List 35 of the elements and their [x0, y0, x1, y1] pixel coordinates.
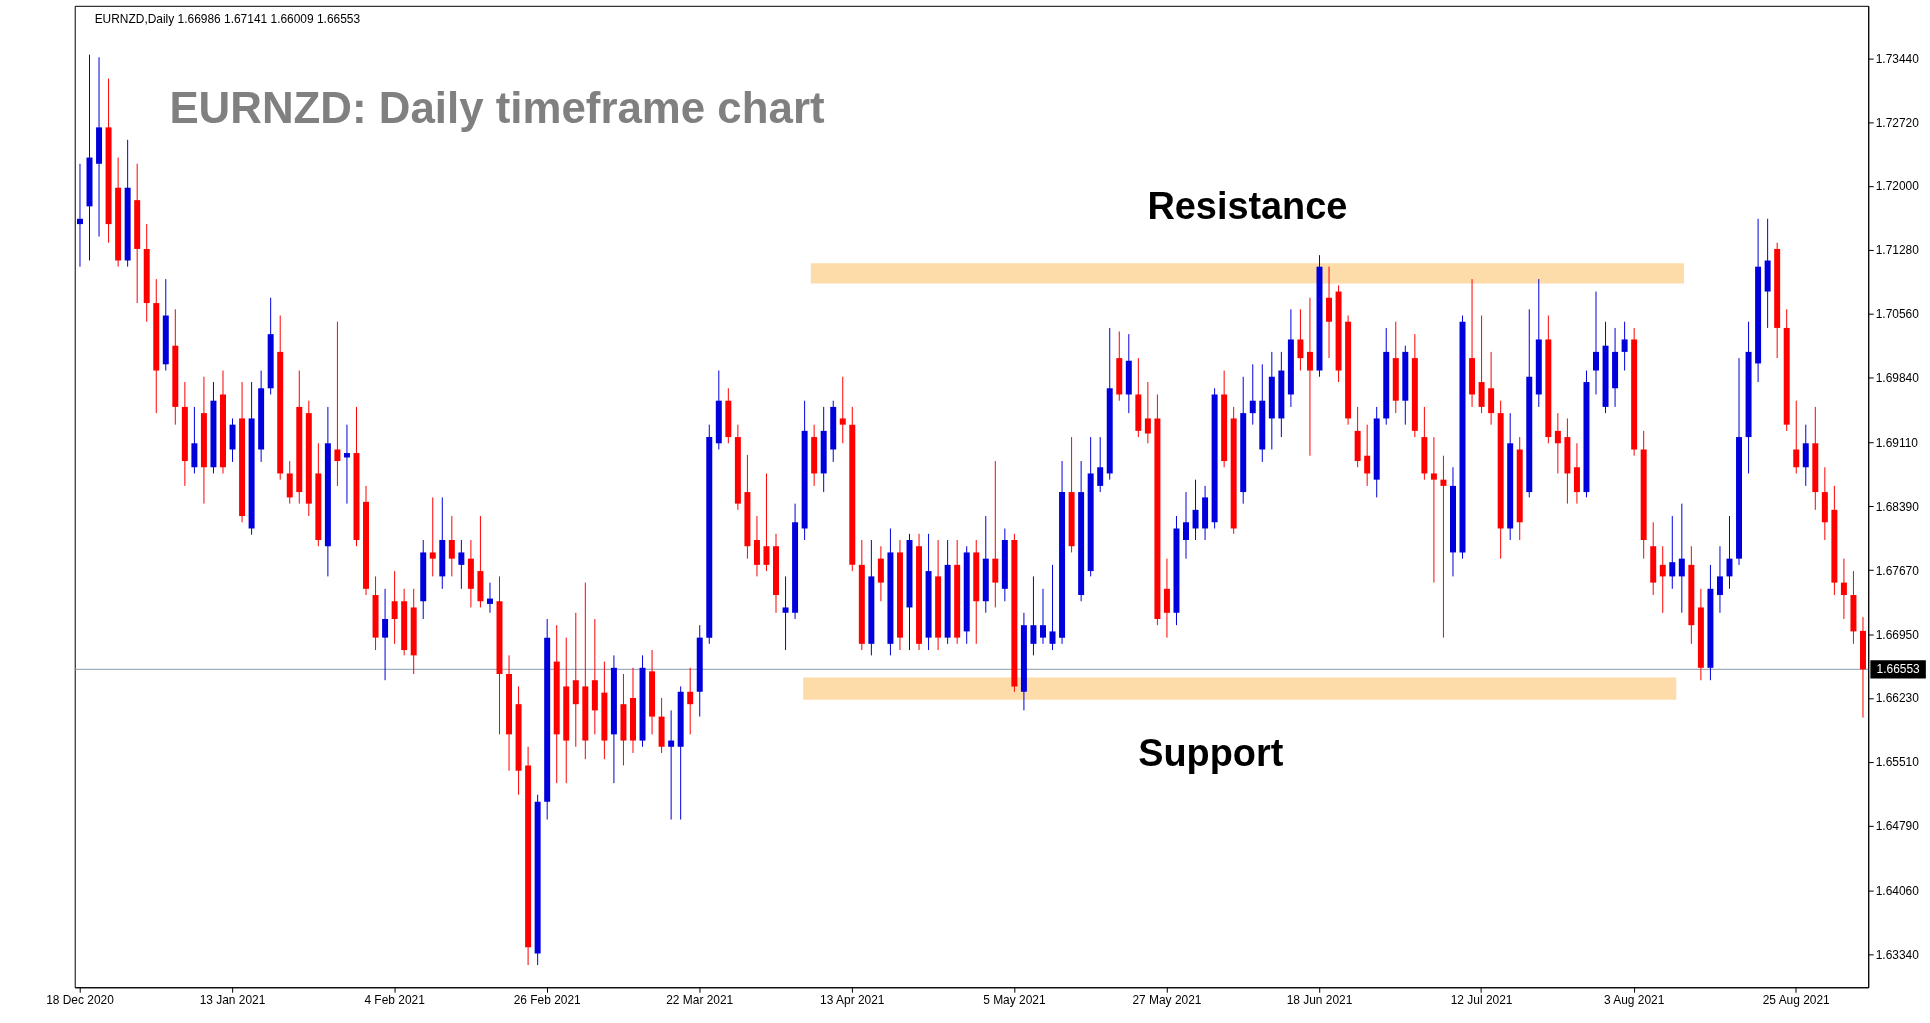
x-tick-label: 3 Aug 2021 — [1603, 992, 1665, 1007]
y-tick-label: 1.69110 — [1875, 435, 1919, 450]
text: EURNZD: Daily timeframe chart — [169, 83, 825, 133]
y-tick-label: 1.68390 — [1875, 499, 1920, 514]
x-tick-label: 13 Apr 2021 — [820, 992, 885, 1007]
y-tick-label: 1.66950 — [1875, 627, 1920, 642]
x-tick-label: 13 Jan 2021 — [199, 992, 266, 1007]
y-tick-label: 1.64060 — [1875, 884, 1920, 899]
x-tick-label: 18 Dec 2020 — [46, 992, 115, 1007]
y-tick-label: 1.72000 — [1875, 179, 1920, 194]
y-tick-label: 1.63340 — [1875, 947, 1920, 962]
y-tick-label: 1.65510 — [1875, 755, 1920, 770]
x-tick-label: 22 Mar 2021 — [666, 992, 734, 1007]
band-label: Support — [1138, 731, 1284, 774]
y-tick-label: 1.70560 — [1875, 307, 1920, 322]
y-tick-label: 1.66230 — [1875, 691, 1920, 706]
x-tick-label: 12 Jul 2021 — [1450, 992, 1513, 1007]
candlestick — [429, 496, 436, 577]
y-tick-label: 1.72720 — [1875, 115, 1920, 130]
candlestick — [782, 575, 789, 651]
ref-line-label: 1.66553 — [1876, 662, 1921, 677]
y-tick-label: 1.69840 — [1875, 371, 1920, 386]
x-tick-label: 27 May 2021 — [1132, 992, 1202, 1007]
x-tick-label: 5 May 2021 — [983, 992, 1046, 1007]
y-tick-label: 1.67670 — [1875, 563, 1920, 578]
annotation: EURNZD,Daily 1.66986 1.67141 1.66009 1.66553 — [94, 11, 361, 26]
x-tick-label: 25 Aug 2021 — [1762, 992, 1831, 1007]
x-tick-label: 18 Jun 2021 — [1286, 992, 1353, 1007]
x-tick-label: 26 Feb 2021 — [513, 992, 582, 1007]
y-tick-label: 1.71280 — [1875, 243, 1920, 258]
y-tick-label: 1.64790 — [1875, 819, 1920, 834]
y-tick-label: 1.73440 — [1875, 51, 1920, 66]
candlestick — [839, 376, 846, 444]
band-label: Resistance — [1147, 185, 1348, 228]
x-tick-label: 4 Feb 2021 — [364, 992, 426, 1007]
